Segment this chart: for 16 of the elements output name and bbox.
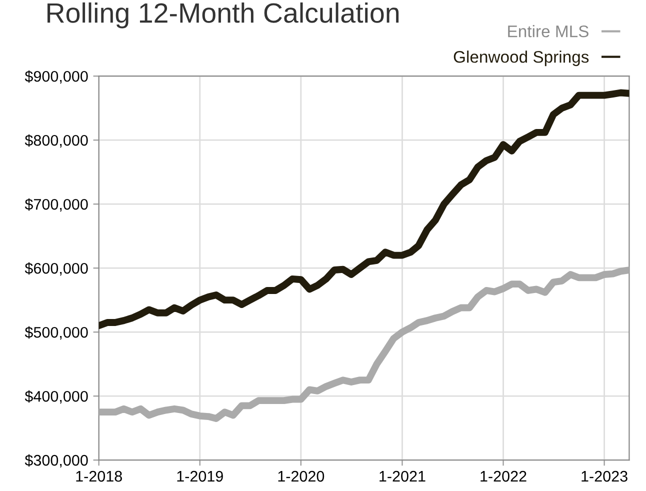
y-tick-label: $300,000 xyxy=(24,454,88,468)
x-tick-label: 1-2018 xyxy=(76,470,122,482)
y-tick-label: $700,000 xyxy=(24,198,88,212)
y-tick-label: $900,000 xyxy=(24,70,88,84)
x-tick-label: 1-2022 xyxy=(480,470,526,482)
y-tick-label: $800,000 xyxy=(24,134,88,148)
y-tick-label: $500,000 xyxy=(24,326,88,340)
x-tick-label: 1-2021 xyxy=(380,470,426,482)
chart-title: Rolling 12-Month Calculation xyxy=(48,2,399,28)
y-tick-label: $400,000 xyxy=(24,390,88,404)
x-tick-label: 1-2020 xyxy=(278,470,324,482)
legend-label: Entire MLS xyxy=(508,25,588,38)
y-tick-label: $600,000 xyxy=(24,262,88,276)
legend-label: Glenwood Springs xyxy=(454,50,589,66)
x-tick-label: 1-2023 xyxy=(582,470,628,482)
x-tick-label: 1-2019 xyxy=(177,470,223,482)
